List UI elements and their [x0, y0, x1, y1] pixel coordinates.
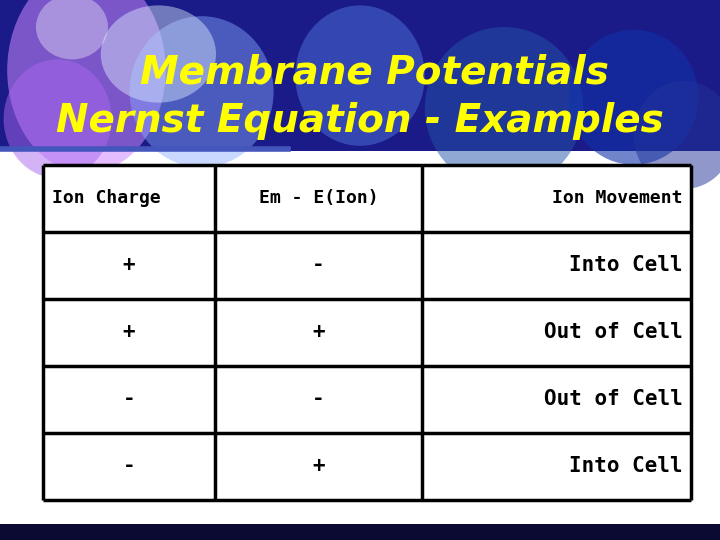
Text: +: + — [122, 322, 135, 342]
Text: Out of Cell: Out of Cell — [544, 322, 683, 342]
Ellipse shape — [634, 81, 720, 189]
Ellipse shape — [36, 0, 108, 59]
Text: Ion Movement: Ion Movement — [552, 189, 683, 207]
Text: Ion Charge: Ion Charge — [52, 189, 161, 207]
Text: -: - — [122, 456, 135, 476]
Text: Out of Cell: Out of Cell — [544, 389, 683, 409]
Text: Em - E(Ion): Em - E(Ion) — [258, 189, 379, 207]
Text: Into Cell: Into Cell — [569, 255, 683, 275]
Bar — [0, 524, 720, 540]
Text: -: - — [312, 389, 325, 409]
Ellipse shape — [7, 0, 166, 173]
Ellipse shape — [425, 27, 583, 189]
Ellipse shape — [569, 30, 698, 165]
Bar — [0, 151, 720, 540]
Ellipse shape — [101, 5, 216, 103]
Text: -: - — [312, 255, 325, 275]
Text: Nernst Equation - Examples: Nernst Equation - Examples — [56, 103, 664, 140]
Ellipse shape — [4, 59, 112, 178]
Text: +: + — [122, 255, 135, 275]
Text: +: + — [312, 322, 325, 342]
Text: -: - — [122, 389, 135, 409]
Text: Membrane Potentials: Membrane Potentials — [140, 54, 609, 92]
Ellipse shape — [130, 16, 274, 167]
Bar — [43, 165, 691, 500]
Ellipse shape — [295, 5, 425, 146]
Bar — [0, 0, 720, 151]
Text: Into Cell: Into Cell — [569, 456, 683, 476]
Text: +: + — [312, 456, 325, 476]
